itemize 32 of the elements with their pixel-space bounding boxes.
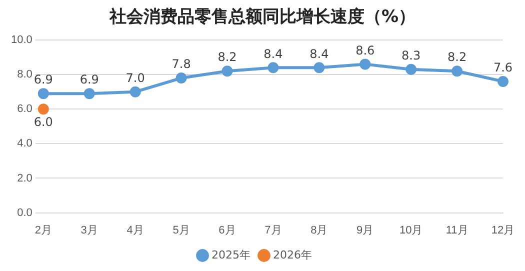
x-tick-label: 8月 bbox=[310, 224, 328, 236]
data-label: 7.0 bbox=[126, 70, 145, 85]
x-tick-label: 12月 bbox=[491, 224, 515, 236]
data-label: 8.4 bbox=[264, 46, 283, 61]
x-tick-label: 4月 bbox=[126, 224, 144, 236]
x-tick-label: 6月 bbox=[218, 224, 236, 236]
x-tick-label: 5月 bbox=[172, 224, 190, 236]
data-label: 6.0 bbox=[34, 115, 53, 130]
chart-title: 社会消费品零售总额同比增长速度（%） bbox=[108, 6, 417, 29]
legend-label: 2025年 bbox=[212, 248, 251, 262]
legend-label: 2026年 bbox=[273, 248, 312, 262]
data-label: 6.9 bbox=[34, 72, 53, 87]
x-tick-label: 9月 bbox=[356, 224, 374, 236]
data-label: 8.3 bbox=[402, 48, 421, 62]
x-tick-label: 3月 bbox=[80, 224, 98, 236]
x-tick-label: 10月 bbox=[399, 224, 423, 236]
data-label: 7.8 bbox=[172, 57, 191, 72]
data-label: 8.4 bbox=[310, 46, 329, 61]
x-tick-label: 7月 bbox=[264, 224, 282, 236]
y-tick-label: 10.0 bbox=[10, 34, 32, 46]
y-tick-label: 0.0 bbox=[17, 206, 32, 219]
data-label: 8.2 bbox=[447, 50, 467, 64]
y-tick-label: 2.0 bbox=[17, 172, 32, 184]
data-label: 7.6 bbox=[493, 60, 513, 75]
y-tick-label: 6.0 bbox=[17, 103, 32, 116]
y-tick-label: 8.0 bbox=[17, 68, 32, 81]
x-tick-label: 11月 bbox=[446, 224, 468, 236]
x-tick-label: 2月 bbox=[34, 224, 52, 236]
data-label: 6.9 bbox=[80, 72, 99, 87]
data-label: 8.6 bbox=[356, 43, 375, 58]
data-label: 8.2 bbox=[218, 50, 237, 64]
y-tick-label: 4.0 bbox=[17, 138, 32, 150]
